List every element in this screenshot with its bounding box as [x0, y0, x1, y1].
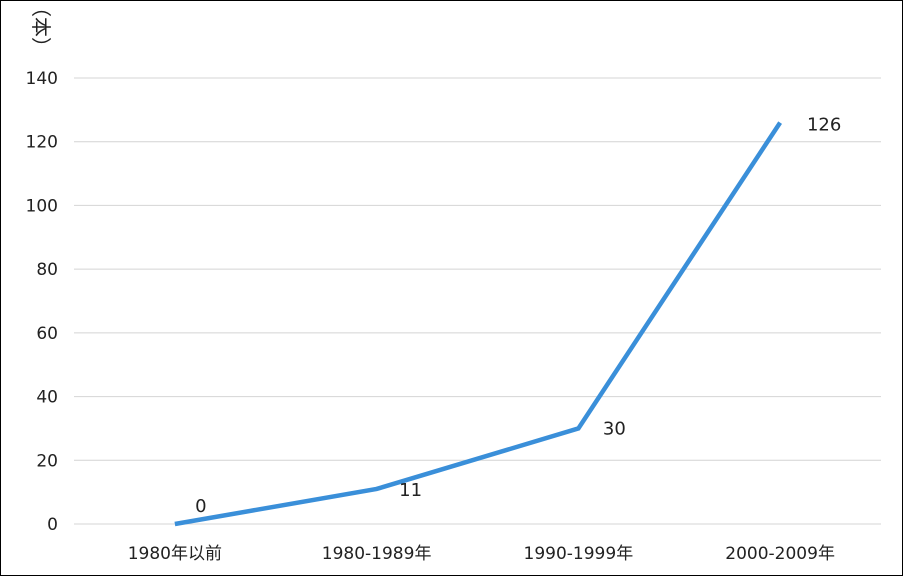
y-axis-ticks: 0 20 40 60 80 100 120 140	[26, 69, 58, 535]
data-labels: 0 11 30 126	[195, 115, 841, 517]
x-category-label-3: 2000-2009年	[725, 544, 835, 564]
x-axis-categories: 1980年以前 1980-1989年 1990-1999年 2000-2009年	[128, 544, 835, 564]
y-tick-label-3: 60	[36, 324, 58, 344]
series-group	[174, 121, 783, 527]
y-tick-label-1: 20	[36, 451, 58, 471]
gridlines	[74, 77, 881, 525]
y-tick-label-0: 0	[47, 515, 58, 535]
y-tick-label-2: 40	[36, 388, 58, 408]
y-tick-label-7: 140	[26, 69, 58, 89]
data-label-1: 11	[399, 480, 422, 501]
y-tick-label-6: 120	[26, 133, 58, 153]
data-label-3: 126	[807, 115, 841, 136]
series-line-0	[174, 121, 783, 527]
y-tick-label-4: 80	[36, 260, 58, 280]
data-label-0: 0	[195, 496, 206, 517]
y-tick-label-5: 100	[26, 196, 58, 216]
x-category-label-1: 1980-1989年	[322, 544, 432, 564]
x-category-label-2: 1990-1999年	[524, 544, 634, 564]
data-label-2: 30	[603, 418, 626, 439]
y-axis-unit-label: （本）	[29, 1, 53, 57]
x-category-label-0: 1980年以前	[128, 544, 222, 564]
